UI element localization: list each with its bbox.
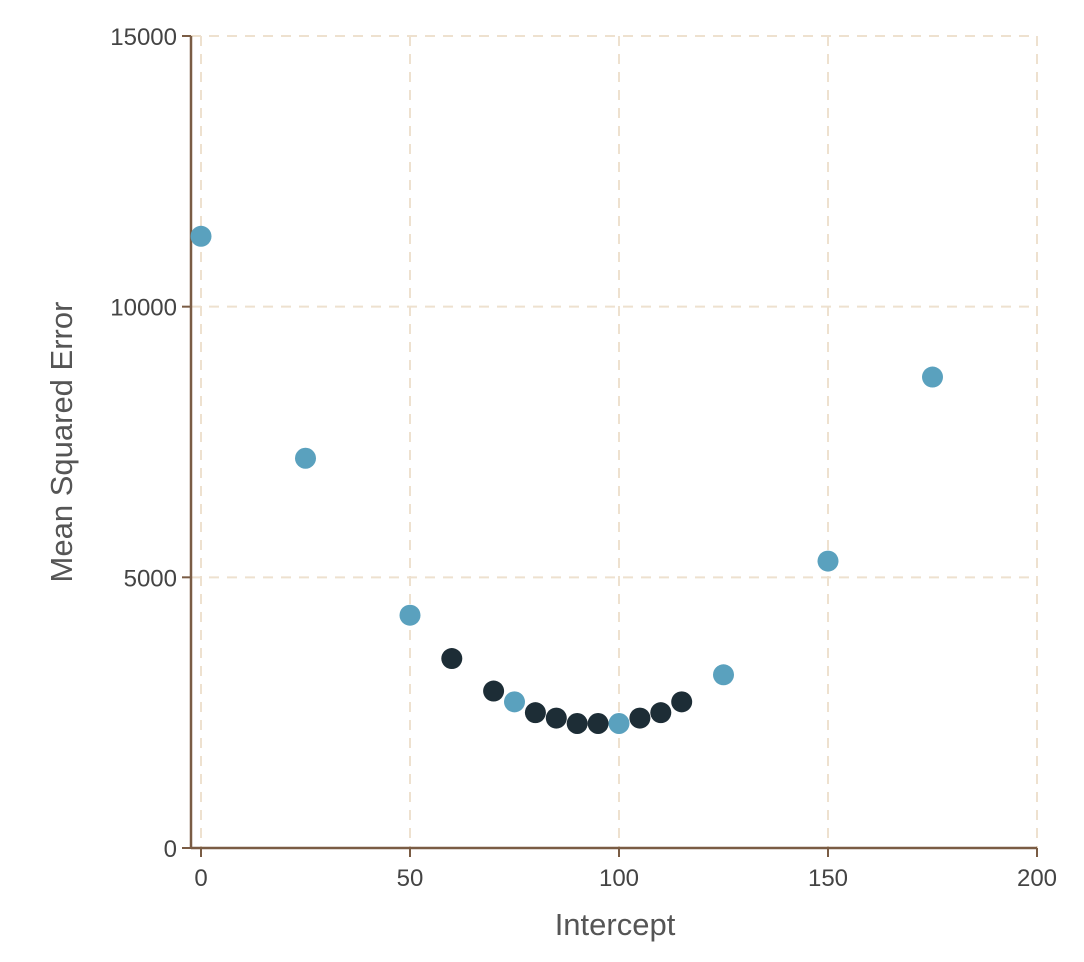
- data-point: [399, 604, 421, 626]
- data-point: [190, 225, 212, 247]
- x-tick-label: 0: [194, 865, 207, 892]
- data-point: [441, 648, 463, 670]
- x-tick-label: 50: [397, 865, 424, 892]
- data-point: [566, 712, 588, 734]
- data-point: [295, 447, 316, 469]
- data-point: [922, 366, 943, 388]
- y-tick-label: 5000: [124, 565, 177, 592]
- data-point: [587, 712, 609, 734]
- x-tick-label: 150: [808, 865, 848, 892]
- grid: [191, 35, 1038, 849]
- data-point: [650, 702, 672, 724]
- data-point: [524, 702, 546, 724]
- data-point: [713, 664, 734, 686]
- y-axis-title: Mean Squared Error: [44, 302, 79, 583]
- data-points: [190, 225, 943, 734]
- x-tick-label: 100: [599, 865, 639, 892]
- data-point: [545, 707, 567, 729]
- data-point: [608, 712, 630, 734]
- y-tick-label: 10000: [110, 295, 177, 322]
- data-point: [504, 691, 525, 713]
- axes: [182, 35, 1038, 857]
- data-point: [483, 680, 505, 702]
- y-tick-label: 0: [164, 836, 177, 863]
- data-point: [817, 550, 839, 572]
- y-tick-label: 15000: [110, 24, 177, 51]
- data-point: [671, 691, 693, 713]
- data-point: [629, 707, 651, 729]
- x-axis-title: Intercept: [555, 907, 676, 942]
- x-tick-label: 200: [1017, 865, 1057, 892]
- tick-labels: 0 50 100 150 200 0 5000 10000 15000: [110, 24, 1057, 892]
